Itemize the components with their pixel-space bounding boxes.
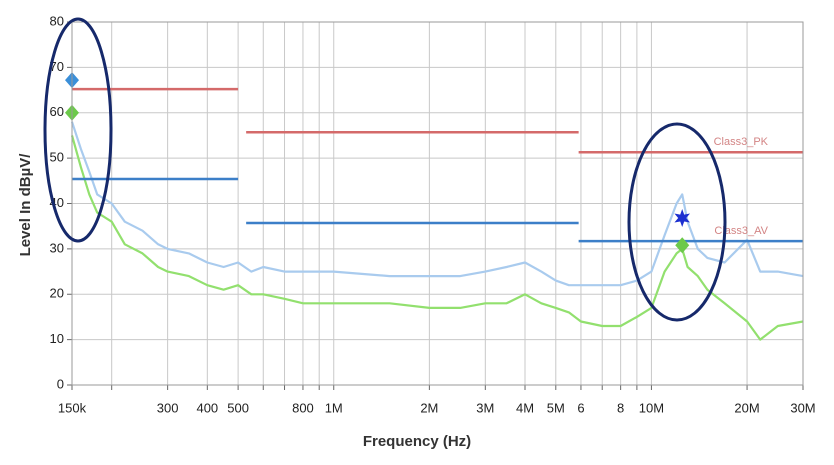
limit-label: Class3_AV: [714, 225, 768, 237]
marker: [675, 237, 690, 254]
y-tick-label: 0: [57, 376, 64, 391]
y-tick-label: 20: [50, 286, 64, 301]
x-tick-label: 500: [227, 400, 249, 415]
x-tick-label: 2M: [420, 400, 438, 415]
x-tick-label: 800: [292, 400, 314, 415]
y-tick-label: 50: [50, 150, 64, 165]
x-tick-label: 400: [196, 400, 218, 415]
x-tick-label: 20M: [734, 400, 759, 415]
x-axis-title: Frequency (Hz): [363, 433, 471, 450]
highlight-ellipse: [43, 17, 113, 243]
x-tick-label: 30M: [790, 400, 815, 415]
y-tick-label: 30: [50, 240, 64, 255]
y-tick-label: 80: [50, 13, 64, 28]
x-tick-label: 150k: [58, 400, 87, 415]
y-axis-title: Level In dBµV/: [17, 153, 34, 257]
limit-label: Class3_PK: [714, 136, 769, 148]
x-tick-label: 1M: [325, 400, 343, 415]
x-tick-label: 8: [617, 400, 624, 415]
y-tick-label: 60: [50, 104, 64, 119]
y-tick-label: 10: [50, 331, 64, 346]
highlight-ellipse: [627, 122, 727, 322]
x-tick-label: 3M: [476, 400, 494, 415]
plot-border: [71, 21, 804, 386]
plot-area: Class3_PK Class3_AV: [65, 72, 804, 341]
trace: [70, 135, 804, 341]
marker: [674, 209, 690, 227]
x-tick-label: 6: [577, 400, 584, 415]
x-tick-label: 5M: [547, 400, 565, 415]
x-tick-label: 10M: [639, 400, 664, 415]
x-tick-label: 300: [157, 400, 179, 415]
x-tick-label: 4M: [516, 400, 534, 415]
